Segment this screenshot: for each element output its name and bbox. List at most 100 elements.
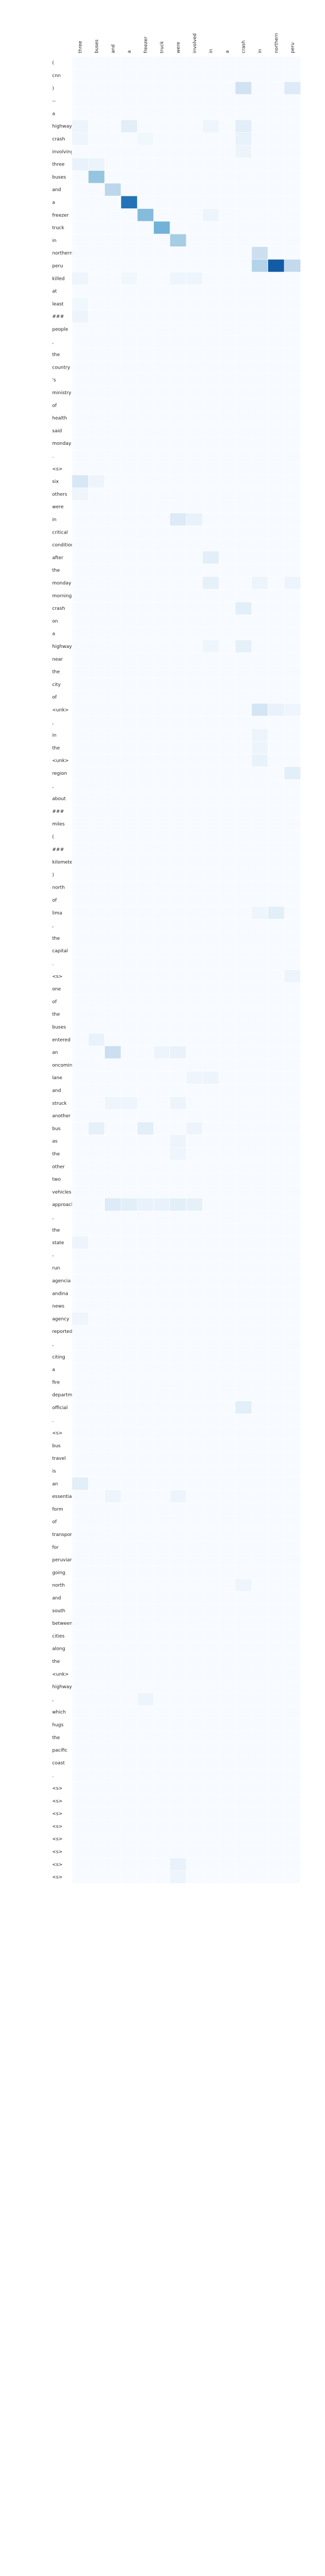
heatmap-cell: [170, 1528, 187, 1541]
heatmap-cell: [219, 1401, 236, 1414]
heatmap-cell: [88, 145, 105, 158]
heatmap-cell: [235, 487, 252, 501]
heatmap-cell: [104, 652, 122, 666]
heatmap-cell: [235, 246, 252, 260]
heatmap-cell: [268, 183, 285, 196]
heatmap-cell: [153, 1502, 171, 1516]
heatmap-cell: [219, 1388, 236, 1402]
heatmap-cell: [251, 1769, 268, 1782]
heatmap-cell: [235, 957, 252, 970]
heatmap-cell: [88, 1121, 105, 1135]
heatmap-cell: [268, 1413, 285, 1427]
heatmap-cell: [104, 1490, 122, 1503]
heatmap-cell: [153, 601, 171, 615]
heatmap-cell: [219, 1286, 236, 1300]
heatmap-cell: [186, 728, 203, 742]
heatmap-cell: [121, 1274, 138, 1287]
heatmap-cell: [284, 1084, 301, 1097]
heatmap-cell: [71, 665, 89, 679]
heatmap-cell: [235, 1451, 252, 1465]
heatmap-cell: [137, 1794, 154, 1807]
heatmap-cell: [284, 107, 301, 120]
y-tick-label: in: [52, 517, 56, 523]
heatmap-cell: [104, 1807, 122, 1820]
heatmap-cell: [71, 158, 89, 171]
y-tick-label: and: [52, 187, 61, 193]
heatmap-cell: [88, 1185, 105, 1199]
heatmap-cell: [284, 1718, 301, 1731]
heatmap-cell: [153, 373, 171, 387]
y-tick-label: (: [52, 61, 54, 66]
heatmap-cell: [186, 678, 203, 691]
heatmap-cell: [170, 805, 187, 818]
heatmap-cell: [121, 906, 138, 919]
heatmap-cell: [219, 906, 236, 919]
heatmap-cell: [137, 1312, 154, 1326]
heatmap-cell: [235, 652, 252, 666]
heatmap-cell: [137, 449, 154, 463]
heatmap-cell: [202, 525, 219, 539]
heatmap-cell: [268, 1845, 285, 1858]
heatmap-cell: [170, 449, 187, 463]
heatmap-cell: [88, 1553, 105, 1566]
heatmap-cell: [121, 1223, 138, 1237]
heatmap-cell: [88, 703, 105, 716]
heatmap-cell: [235, 1870, 252, 1884]
heatmap-cell: [219, 716, 236, 729]
heatmap-cell: [219, 792, 236, 806]
heatmap-cell: [88, 1591, 105, 1604]
heatmap-cell: [268, 1236, 285, 1249]
heatmap-cell: [219, 246, 236, 260]
heatmap-cell: [251, 678, 268, 691]
heatmap-cell: [202, 982, 219, 996]
heatmap-cell: [153, 246, 171, 260]
heatmap-cell: [104, 614, 122, 628]
heatmap-cell: [235, 1540, 252, 1554]
heatmap-cell: [71, 233, 89, 247]
heatmap-cell: [121, 754, 138, 767]
y-tick-label: and: [52, 1088, 61, 1093]
heatmap-cell: [251, 614, 268, 628]
heatmap-cell: [202, 1375, 219, 1389]
heatmap-cell: [251, 1338, 268, 1351]
heatmap-cell: [284, 297, 301, 311]
heatmap-cell: [251, 843, 268, 856]
heatmap-cell: [202, 1553, 219, 1566]
heatmap-cell: [202, 348, 219, 361]
heatmap-cell: [137, 1008, 154, 1021]
heatmap-cell: [202, 563, 219, 577]
heatmap-cell: [104, 601, 122, 615]
heatmap-cell: [219, 120, 236, 133]
heatmap-cell: [268, 1705, 285, 1719]
heatmap-cell: [170, 1274, 187, 1287]
heatmap-cell: [251, 601, 268, 615]
heatmap-cell: [71, 475, 89, 488]
heatmap-cell: [121, 538, 138, 552]
heatmap-cell: [88, 1566, 105, 1579]
heatmap-cell: [88, 1477, 105, 1491]
heatmap-cell: [219, 1058, 236, 1072]
heatmap-cell: [170, 1299, 187, 1313]
heatmap-cell: [121, 1173, 138, 1186]
heatmap-cell: [268, 843, 285, 856]
heatmap-cell: [268, 424, 285, 438]
y-tick-label: others: [52, 492, 67, 497]
heatmap-cell: [251, 145, 268, 158]
heatmap-cell: [71, 576, 89, 589]
heatmap-cell: [284, 1578, 301, 1592]
heatmap-cell: [137, 436, 154, 450]
heatmap-cell: [202, 665, 219, 679]
heatmap-cell: [186, 195, 203, 209]
heatmap-cell: [137, 221, 154, 234]
heatmap-cell: [71, 1451, 89, 1465]
heatmap-cell: [186, 500, 203, 514]
y-tick-label: a: [52, 1367, 55, 1373]
heatmap-cell: [121, 1604, 138, 1617]
heatmap-cell: [104, 310, 122, 323]
heatmap-cell: [88, 982, 105, 996]
heatmap-cell: [104, 576, 122, 589]
heatmap-cell: [88, 1731, 105, 1744]
heatmap-cell: [121, 1033, 138, 1046]
y-tick-label: killed: [52, 276, 65, 281]
heatmap-cell: [268, 107, 285, 120]
